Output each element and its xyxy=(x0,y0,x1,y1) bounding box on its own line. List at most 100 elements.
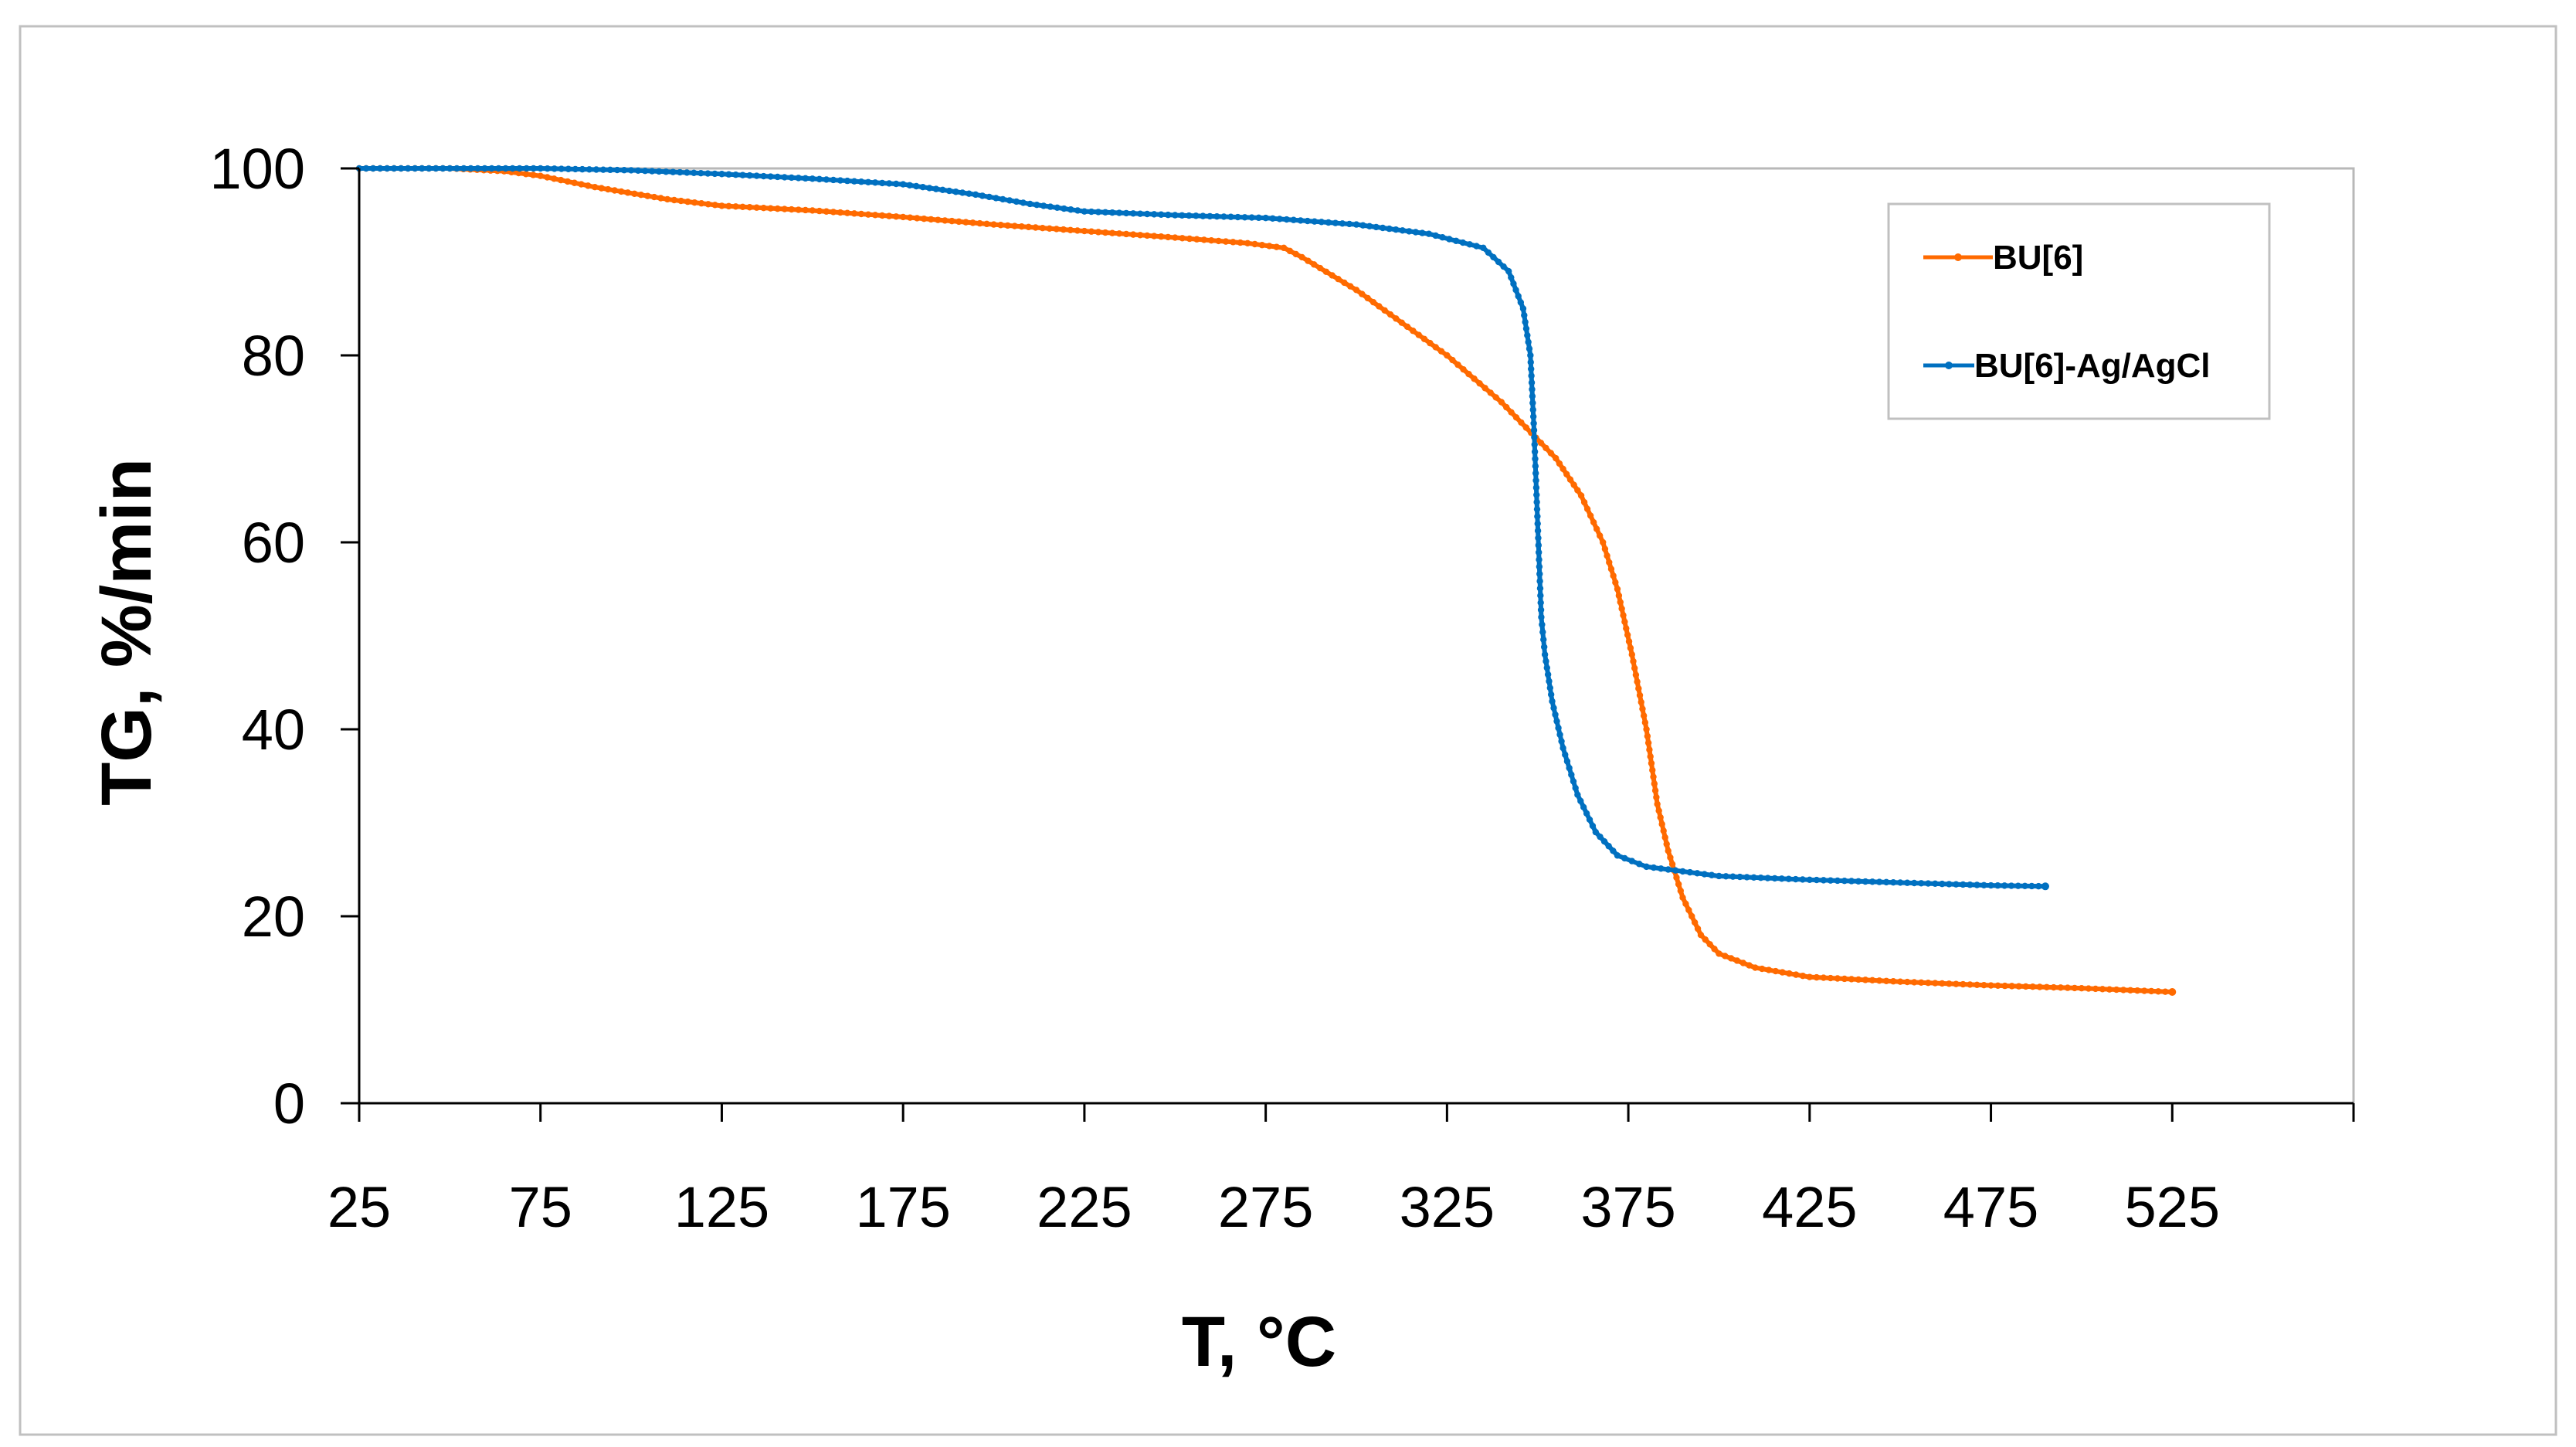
data-point xyxy=(962,219,969,226)
data-point xyxy=(1918,880,1925,887)
data-point xyxy=(1600,538,1607,546)
data-point xyxy=(2064,984,2072,991)
data-point xyxy=(1040,202,1047,209)
data-point xyxy=(1311,261,1318,268)
data-point xyxy=(1974,981,1980,988)
data-point xyxy=(1158,233,1165,240)
data-point xyxy=(2147,987,2155,995)
data-point xyxy=(446,165,453,172)
data-point xyxy=(1960,881,1967,888)
data-point xyxy=(1641,719,1649,726)
data-point xyxy=(1379,224,1386,232)
data-point xyxy=(1452,237,1460,244)
data-point xyxy=(1841,975,1848,983)
data-point xyxy=(979,192,986,199)
data-point xyxy=(474,165,481,172)
data-point xyxy=(1537,592,1544,600)
data-point xyxy=(1570,778,1577,785)
data-point xyxy=(830,209,837,216)
data-point xyxy=(1538,613,1545,620)
data-point xyxy=(1779,969,1786,976)
data-point xyxy=(620,167,628,174)
data-point xyxy=(1081,227,1088,235)
data-point xyxy=(760,204,767,212)
data-point xyxy=(684,198,691,206)
data-point xyxy=(2008,983,2015,990)
data-point xyxy=(537,165,544,172)
data-point xyxy=(2078,984,2086,992)
data-point xyxy=(997,222,1004,229)
data-point xyxy=(1967,981,1974,988)
data-point xyxy=(641,167,649,175)
data-point xyxy=(1848,878,1855,885)
data-point xyxy=(753,204,760,211)
data-point xyxy=(1529,406,1536,413)
data-point xyxy=(1649,766,1656,773)
data-point xyxy=(1165,233,1172,241)
data-point xyxy=(1460,365,1467,373)
data-point xyxy=(2162,988,2169,995)
data-point xyxy=(1841,878,1848,885)
data-point-end xyxy=(2168,988,2177,997)
data-point xyxy=(1640,712,1648,719)
data-point xyxy=(1644,739,1652,746)
data-point xyxy=(1974,881,1980,888)
data-point xyxy=(1600,838,1608,845)
data-point xyxy=(732,171,739,178)
data-point xyxy=(1539,628,1546,636)
data-point xyxy=(955,218,962,226)
data-point xyxy=(1566,476,1574,483)
data-point xyxy=(1172,212,1179,219)
data-point xyxy=(1743,874,1750,881)
data-point xyxy=(677,197,684,205)
data-point xyxy=(657,195,664,202)
data-point xyxy=(1625,638,1633,645)
data-point xyxy=(1393,315,1400,322)
data-point xyxy=(732,203,739,210)
legend: BU[6] BU[6]-Ag/AgCl xyxy=(1887,202,2271,420)
data-point xyxy=(1485,249,1492,256)
data-point xyxy=(1648,759,1655,767)
data-point xyxy=(1060,226,1067,233)
data-point xyxy=(627,167,635,174)
data-point xyxy=(1606,559,1613,566)
data-point xyxy=(1533,505,1541,513)
data-point xyxy=(885,212,893,219)
data-point xyxy=(1439,234,1446,241)
data-point xyxy=(1750,874,1757,881)
data-point xyxy=(767,173,774,180)
data-point xyxy=(2021,882,2028,890)
data-point xyxy=(850,178,858,185)
data-point xyxy=(809,207,816,214)
data-point xyxy=(1335,275,1342,283)
data-point xyxy=(1215,237,1222,245)
data-point xyxy=(1546,678,1553,684)
data-point xyxy=(1530,426,1538,433)
data-point xyxy=(1729,873,1736,880)
data-point xyxy=(1586,816,1593,824)
data-point xyxy=(1399,227,1406,234)
data-point xyxy=(433,165,440,172)
data-point xyxy=(1733,957,1741,964)
data-point xyxy=(1541,651,1549,658)
data-point xyxy=(1527,365,1535,372)
data-point xyxy=(1108,209,1116,216)
data-point xyxy=(419,165,426,172)
data-point xyxy=(1207,212,1213,220)
data-point xyxy=(1855,976,1862,983)
data-point xyxy=(1647,753,1654,760)
data-point xyxy=(2099,986,2106,993)
data-point xyxy=(1752,964,1759,971)
data-point xyxy=(1757,875,1764,881)
data-point xyxy=(2071,984,2079,992)
data-point xyxy=(1213,212,1220,220)
data-point xyxy=(1290,216,1297,223)
data-point xyxy=(1237,239,1244,246)
data-point xyxy=(1739,960,1746,966)
data-point xyxy=(606,166,614,174)
data-point xyxy=(1592,828,1600,836)
data-point xyxy=(1607,566,1615,572)
data-point xyxy=(390,165,398,172)
data-point xyxy=(1508,409,1515,416)
